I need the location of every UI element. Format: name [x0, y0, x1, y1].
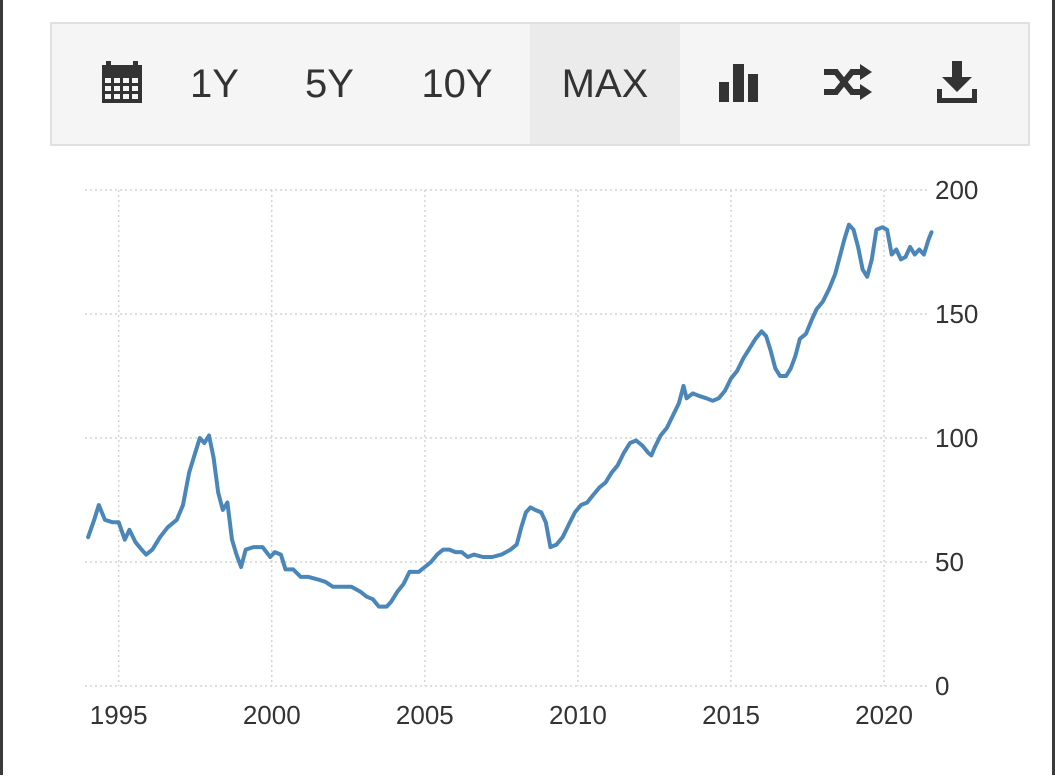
chart-type-button[interactable]: [692, 24, 787, 144]
x-tick-label: 2005: [396, 700, 454, 730]
y-tick-label: 150: [935, 299, 978, 329]
window-right-edge: [1052, 0, 1055, 775]
download-button[interactable]: [907, 24, 1007, 144]
shuffle-icon: [822, 63, 872, 105]
range-1y-label: 1Y: [190, 61, 239, 106]
y-tick-label: 0: [935, 671, 949, 701]
x-tick-label: 2000: [243, 700, 301, 730]
range-5y-label: 5Y: [305, 61, 354, 106]
compare-button[interactable]: [797, 24, 897, 144]
range-10y-button[interactable]: 10Y: [402, 24, 512, 144]
x-tick-label: 2020: [855, 700, 913, 730]
calendar-button[interactable]: [72, 24, 172, 144]
y-tick-label: 100: [935, 423, 978, 453]
x-tick-label: 2010: [549, 700, 607, 730]
series-line: [86, 222, 934, 609]
range-max-label: MAX: [561, 61, 649, 106]
range-10y-label: 10Y: [421, 61, 493, 106]
chart-toolbar: 1Y 5Y 10Y MAX: [50, 22, 1030, 146]
x-tick-label: 2015: [702, 700, 760, 730]
chart-area: 0 50 100 150 200 1995 2000 2005 2010 2015 2020: [0, 146, 1055, 775]
range-1y-button[interactable]: 1Y: [172, 24, 257, 144]
bar-chart-icon: [718, 62, 761, 107]
window-left-edge: [0, 0, 3, 775]
y-tick-label: 50: [935, 547, 964, 577]
range-5y-button[interactable]: 5Y: [287, 24, 372, 144]
line-chart: 0 50 100 150 200 1995 2000 2005 2010 2015 2020: [85, 175, 978, 730]
y-tick-label: 200: [935, 175, 978, 205]
range-max-button[interactable]: MAX: [530, 24, 680, 144]
x-tick-label: 1995: [90, 700, 148, 730]
calendar-icon: [102, 60, 142, 108]
download-icon: [937, 60, 977, 108]
